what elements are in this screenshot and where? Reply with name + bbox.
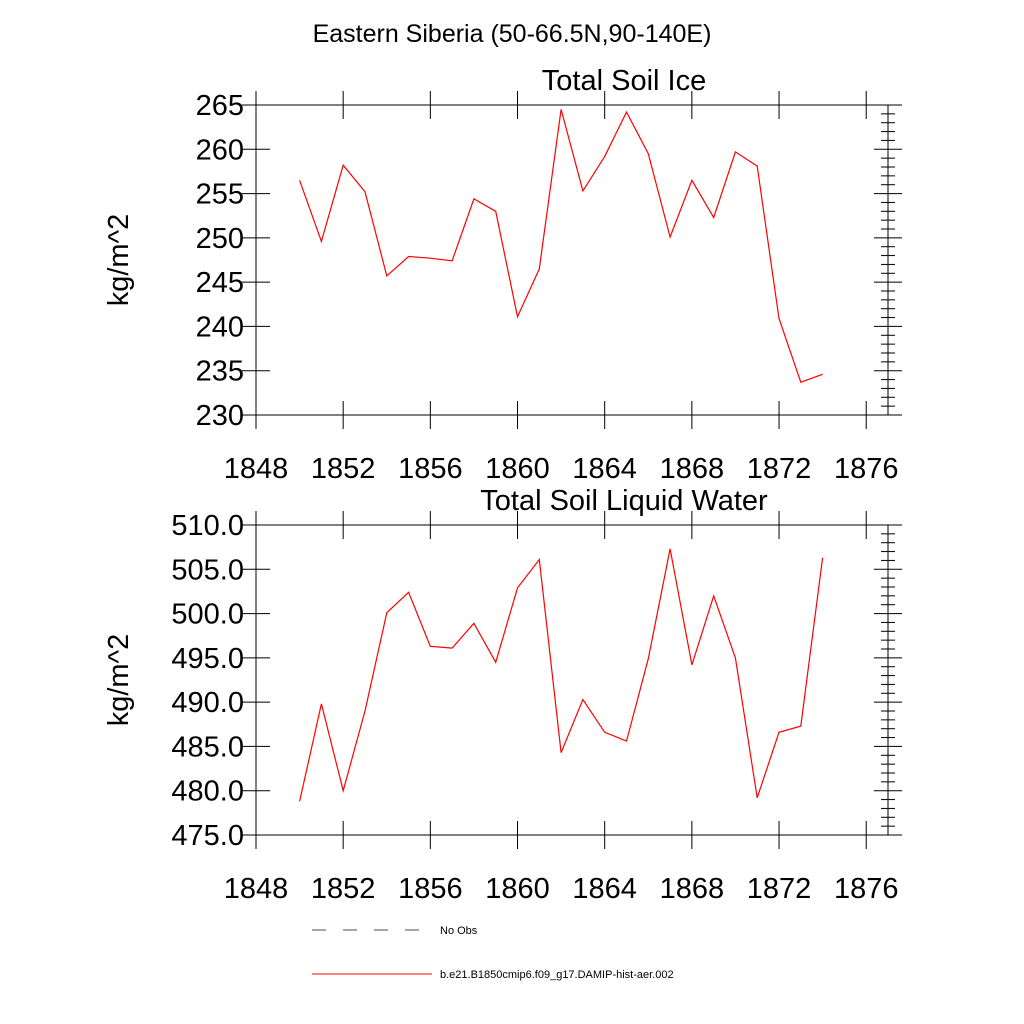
x-tick-label: 1876 xyxy=(834,873,899,905)
x-tick-label: 1860 xyxy=(485,453,550,485)
y-axis-label: kg/m^2 xyxy=(103,214,135,307)
x-tick-label: 1856 xyxy=(398,873,463,905)
y-tick-label: 245 xyxy=(196,267,244,299)
y-tick-label: 235 xyxy=(196,356,244,388)
top-chart: Total Soil Ice kg/m^2 1848 1852 1856 1860 1864… xyxy=(103,65,902,485)
y-tick-label: 495.0 xyxy=(171,643,244,675)
y-tick-label: 480.0 xyxy=(171,776,244,808)
y-tick-label: 250 xyxy=(196,223,244,255)
x-tick-label: 1872 xyxy=(747,453,812,485)
x-tick-label: 1872 xyxy=(747,873,812,905)
y-tick-label: 230 xyxy=(196,400,244,432)
y-tick-label: 255 xyxy=(196,179,244,211)
series-line xyxy=(299,548,824,802)
x-tick-label: 1848 xyxy=(224,453,289,485)
y-axis-label: kg/m^2 xyxy=(103,634,135,727)
y-tick-label: 510.0 xyxy=(171,510,244,542)
x-tick-label: 1868 xyxy=(660,873,725,905)
chart-title: Total Soil Ice xyxy=(542,65,706,97)
series-line xyxy=(299,109,823,383)
x-tick-label: 1852 xyxy=(311,453,376,485)
y-tick-label: 505.0 xyxy=(171,554,244,586)
y-tick-label: 500.0 xyxy=(171,599,244,631)
x-tick-label: 1852 xyxy=(311,873,376,905)
legend-no-obs-label: No Obs xyxy=(440,925,478,937)
legend: No Obs b.e21.B1850cmip6.f09_g17.DAMIP-hi… xyxy=(312,925,674,981)
bottom-chart: Total Soil Liquid Water kg/m^2 1848 1852 185… xyxy=(103,485,902,905)
plot-frame xyxy=(255,104,889,416)
x-tick-label: 1868 xyxy=(660,453,725,485)
chart-title: Total Soil Liquid Water xyxy=(480,485,768,517)
y-tick-label: 260 xyxy=(196,134,244,166)
y-tick-label: 475.0 xyxy=(171,820,244,852)
legend-model-label: b.e21.B1850cmip6.f09_g17.DAMIP-hist-aer.… xyxy=(440,969,674,981)
x-tick-label: 1860 xyxy=(485,873,550,905)
figure-title: Eastern Siberia (50-66.5N,90-140E) xyxy=(313,20,712,48)
y-tick-label: 485.0 xyxy=(171,731,244,763)
x-tick-label: 1856 xyxy=(398,453,463,485)
x-tick-label: 1848 xyxy=(224,873,289,905)
y-tick-label: 240 xyxy=(196,311,244,343)
x-tick-label: 1864 xyxy=(572,873,637,905)
x-tick-label: 1876 xyxy=(834,453,899,485)
x-tick-label: 1864 xyxy=(572,453,637,485)
y-tick-label: 265 xyxy=(196,90,244,122)
plot-frame xyxy=(255,524,889,836)
y-tick-label: 490.0 xyxy=(171,687,244,719)
